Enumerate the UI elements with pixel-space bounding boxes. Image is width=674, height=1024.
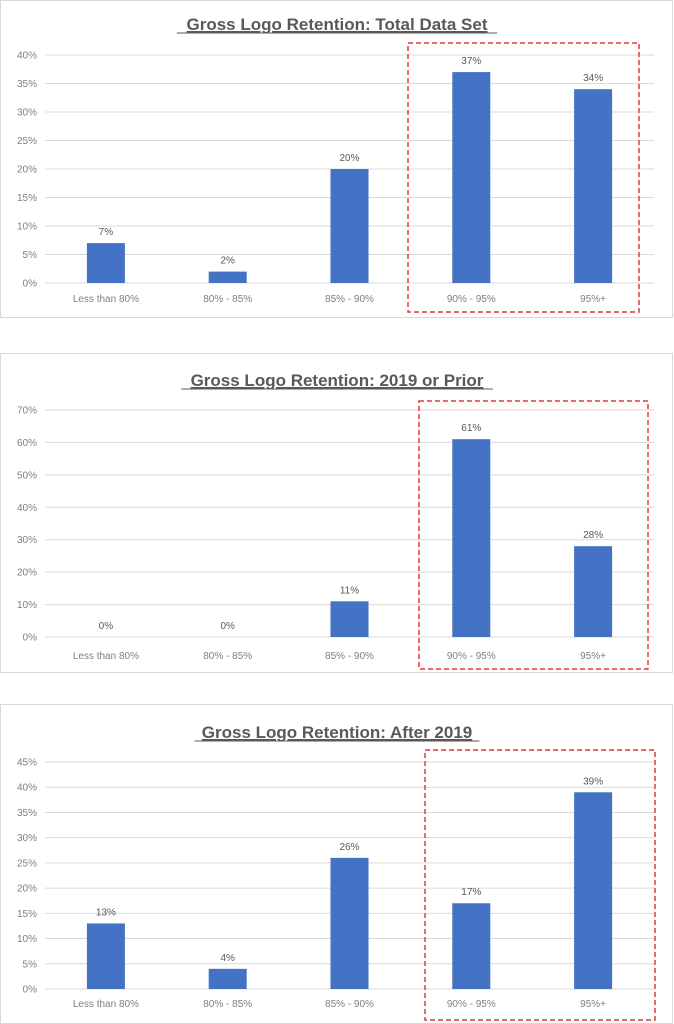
data-label: 2% [220,256,235,267]
data-label: 4% [220,953,235,964]
x-category-label: 85% - 90% [325,999,374,1010]
bar [86,243,125,283]
bar [330,601,369,637]
highlight-box [407,42,640,313]
x-category-label: 90% - 95% [447,999,496,1010]
chart-panel-after-2019: Gross Logo Retention: After 2019 0% 5% 10% 1… [0,704,674,1024]
chart-2019-or-prior: Gross Logo Retention: 2019 or Prior 0% 10%… [0,353,673,673]
chart-total-data-set: Gross Logo Retention: Total Data Set 0% 5%… [0,0,673,318]
y-tick-label: 0% [23,633,38,644]
y-tick-label: 10% [17,600,37,611]
x-category-label: 80% - 85% [203,651,252,662]
x-category-label: 95%+ [580,294,606,305]
y-tick-label: 35% [17,79,37,90]
y-tick-label: 20% [17,568,37,579]
bar [86,923,125,989]
y-tick-label: 50% [17,470,37,481]
data-label: 26% [339,842,359,853]
x-category-label: Less than 80% [73,294,139,305]
data-label: 37% [461,56,481,67]
y-tick-label: 30% [17,108,37,119]
data-label: 17% [461,887,481,898]
chart-panel-total: Gross Logo Retention: Total Data Set 0% 5%… [0,0,674,318]
chart-title: Gross Logo Retention: 2019 or Prior [191,371,484,390]
chart-after-2019: Gross Logo Retention: After 2019 0% 5% 10% 1… [0,704,673,1024]
y-tick-label: 10% [17,934,37,945]
chart-title: Gross Logo Retention: After 2019 [202,723,472,742]
y-tick-label: 20% [17,884,37,895]
y-tick-label: 25% [17,858,37,869]
highlight-box [424,749,656,1021]
y-tick-label: 70% [17,406,37,417]
bar [208,271,247,283]
bar [574,89,613,283]
y-tick-label: 45% [17,758,37,769]
y-tick-label: 5% [23,959,38,970]
bar [452,439,491,637]
data-label: 11% [340,585,359,596]
data-label: 0% [220,621,235,632]
bar [574,792,613,989]
x-category-label: 85% - 90% [325,294,374,305]
y-tick-label: 10% [17,222,37,233]
bar [452,72,491,283]
chart-title: Gross Logo Retention: Total Data Set [187,15,488,34]
bar [208,968,247,989]
data-label: 34% [583,73,603,84]
x-category-label: 95%+ [580,651,606,662]
bar [330,857,369,989]
y-tick-label: 30% [17,535,37,546]
chart-panel-2019-or-prior: Gross Logo Retention: 2019 or Prior 0% 10%… [0,353,674,673]
x-category-label: 95%+ [580,999,606,1010]
x-category-label: Less than 80% [73,999,139,1010]
x-category-label: 80% - 85% [203,294,252,305]
y-tick-label: 15% [17,909,37,920]
y-tick-label: 25% [17,136,37,147]
x-category-label: Less than 80% [73,651,139,662]
y-tick-label: 40% [17,51,37,62]
data-label: 0% [99,621,114,632]
y-tick-label: 60% [17,438,37,449]
data-label: 61% [461,423,481,434]
bar [452,903,491,989]
y-tick-label: 5% [23,250,38,261]
bar [330,169,369,283]
y-tick-label: 30% [17,833,37,844]
y-tick-label: 0% [23,279,38,290]
data-label: 20% [339,153,359,164]
data-label: 13% [96,907,116,918]
y-tick-label: 35% [17,808,37,819]
x-category-label: 90% - 95% [447,294,496,305]
y-tick-label: 15% [17,193,37,204]
x-category-label: 85% - 90% [325,651,374,662]
data-label: 28% [583,530,603,541]
y-tick-label: 0% [23,985,38,996]
highlight-box [418,400,649,670]
y-tick-label: 40% [17,503,37,514]
bar [574,546,613,637]
data-label: 7% [99,227,114,238]
x-category-label: 80% - 85% [203,999,252,1010]
y-tick-label: 40% [17,783,37,794]
y-tick-label: 20% [17,165,37,176]
x-category-label: 90% - 95% [447,651,496,662]
data-label: 39% [583,776,603,787]
